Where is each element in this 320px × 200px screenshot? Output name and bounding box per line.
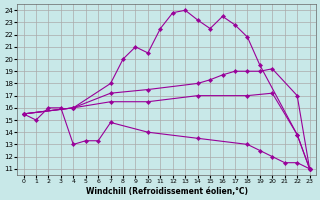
X-axis label: Windchill (Refroidissement éolien,°C): Windchill (Refroidissement éolien,°C) [85, 187, 248, 196]
